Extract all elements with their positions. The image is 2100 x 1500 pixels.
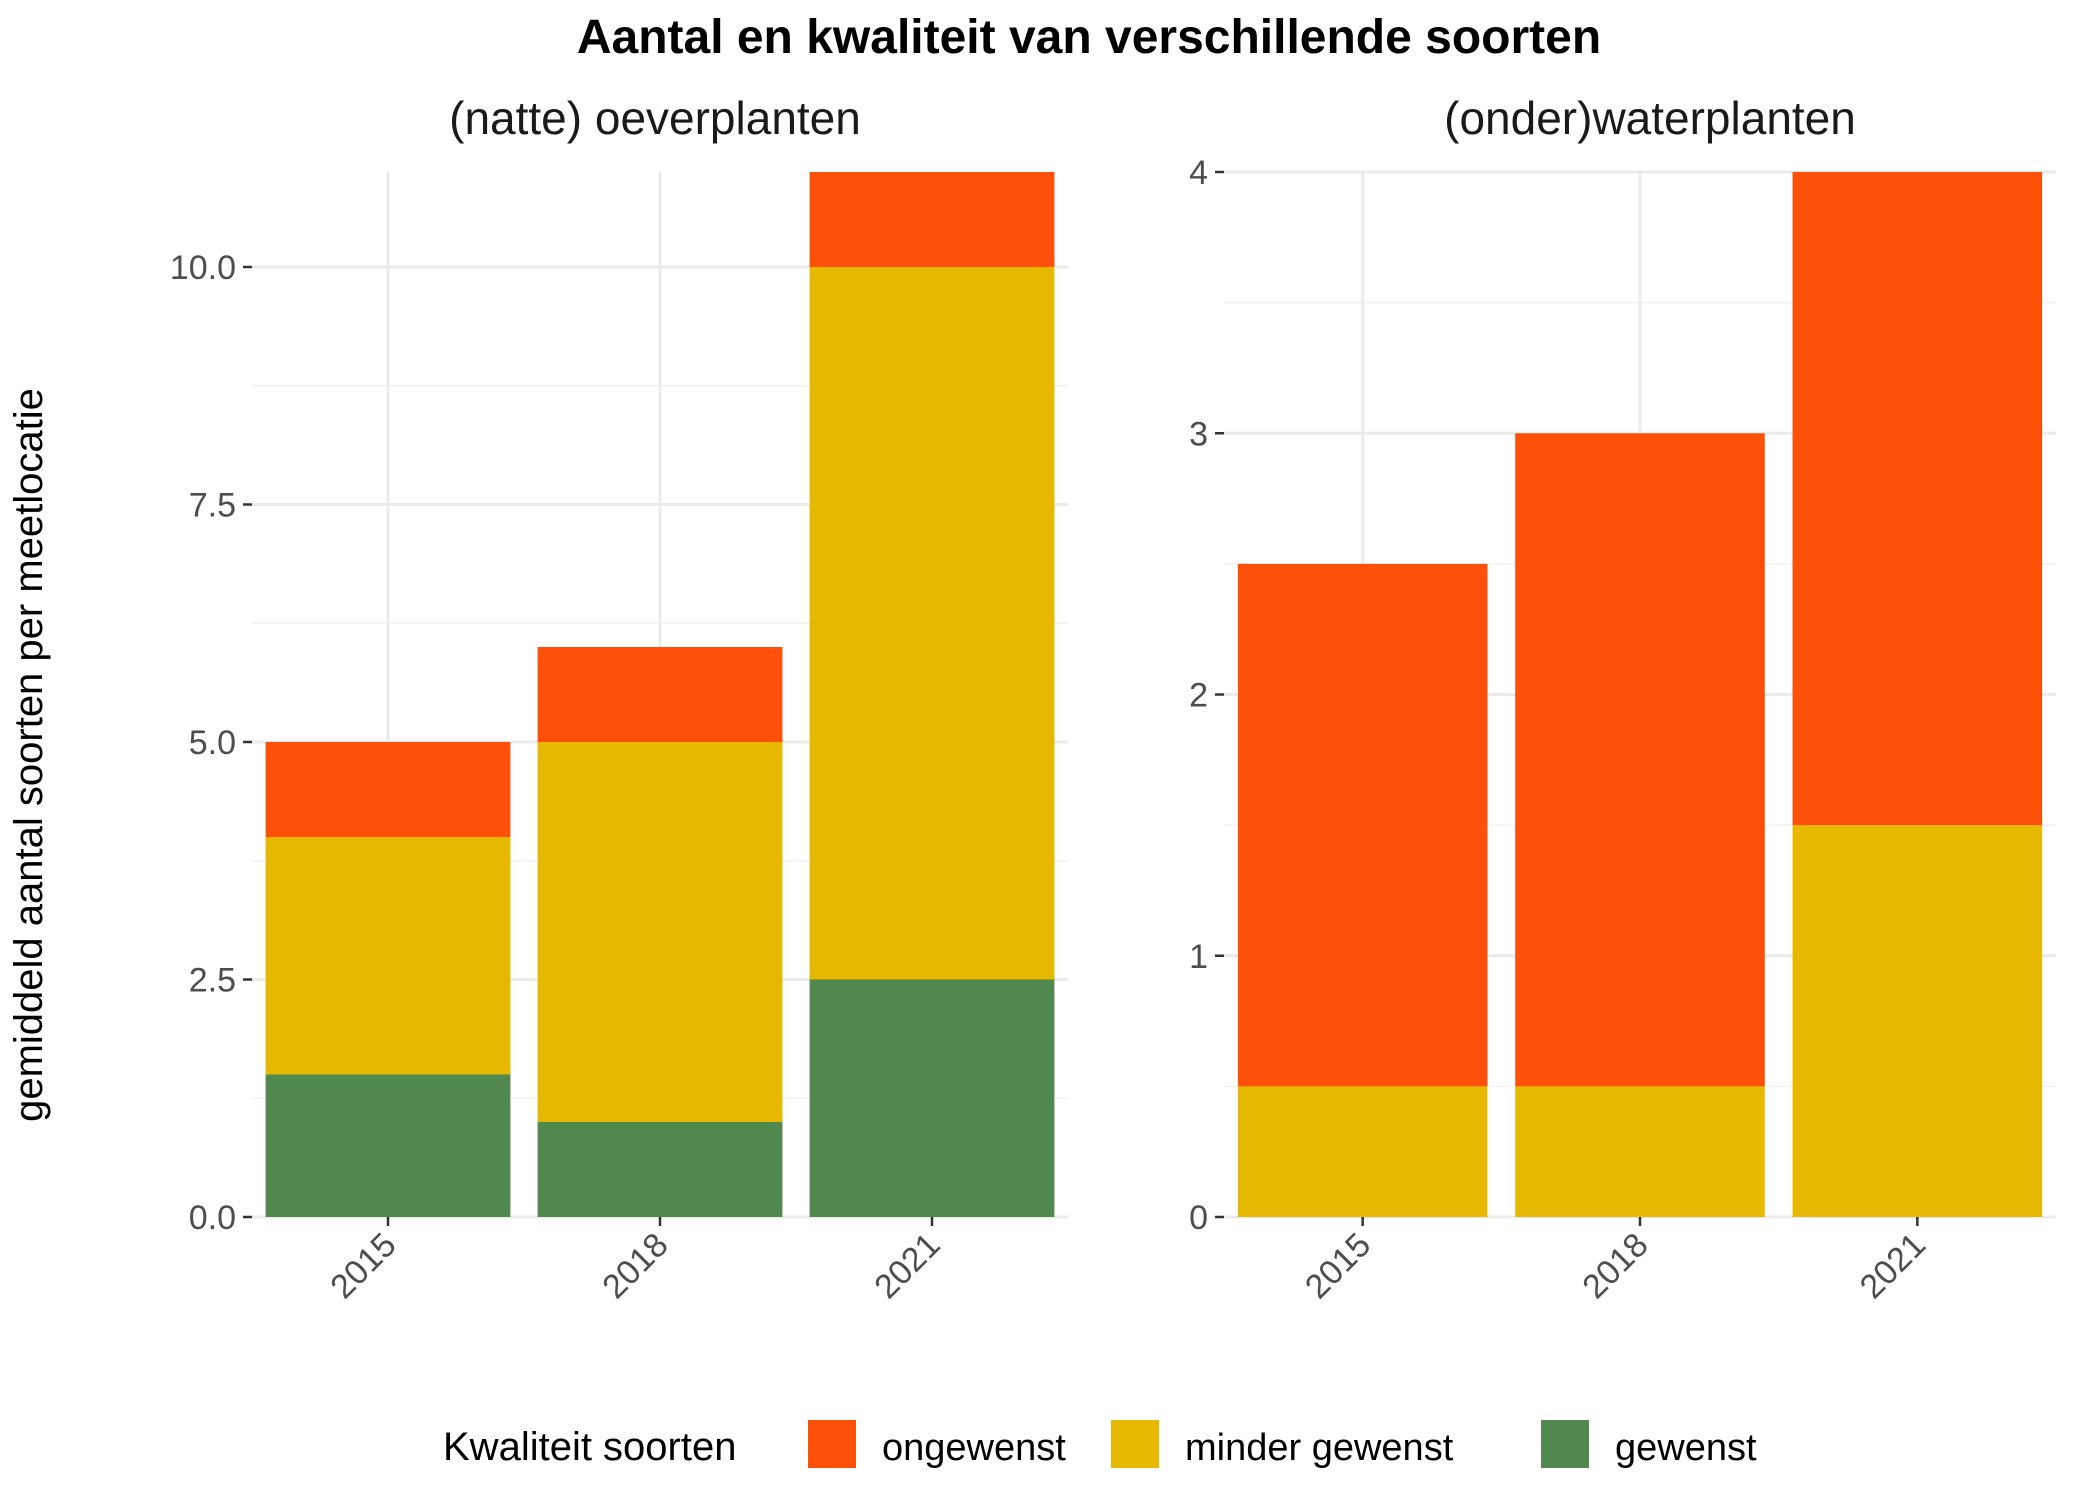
y-tick-label: 10.0: [170, 249, 236, 287]
bar-segment-ongewenst-2021: [1792, 172, 2043, 826]
bar-segment-minder-gewenst-2018: [537, 742, 783, 1122]
legend-key-minder-gewenst: [1111, 1420, 1159, 1468]
y-tick-label: 5.0: [189, 724, 236, 762]
chart-title: Aantal en kwaliteit van verschillende so…: [577, 11, 1601, 64]
panel-subtitle: (natte) oeverplanten: [449, 92, 861, 144]
bar-segment-minder-gewenst-2015: [1237, 1086, 1488, 1217]
legend-key-gewenst: [1541, 1420, 1589, 1468]
legend: Kwaliteit soorten ongewenst minder gewenst…: [443, 1420, 1757, 1469]
bar-segment-ongewenst-2015: [1237, 563, 1488, 1087]
panel-2: (onder)waterplanten 0 1 2 3 4 2015 2018 2021: [1189, 92, 2056, 1306]
y-tick-label: 0.0: [189, 1199, 236, 1237]
x-tick-label: 2021: [1853, 1226, 1933, 1306]
legend-key-ongewenst: [808, 1420, 856, 1468]
x-tick-label: 2021: [867, 1226, 947, 1306]
bar-segment-gewenst-2018: [537, 1122, 783, 1217]
panels: (natte) oeverplanten 0.0 2.5 5.0 7.5 10.0 2015…: [170, 92, 2056, 1306]
x-tick-label: 2015: [323, 1226, 403, 1306]
bar-segment-minder-gewenst-2015: [265, 837, 511, 1075]
bar-segment-ongewenst-2021: [809, 172, 1055, 267]
y-tick-label: 3: [1189, 415, 1208, 453]
legend-label: gewenst: [1615, 1427, 1757, 1469]
bar-segment-minder-gewenst-2021: [1792, 825, 2043, 1217]
bar-segment-minder-gewenst-2021: [809, 267, 1055, 980]
y-axis-label: gemiddeld aantal soorten per meetlocatie: [7, 388, 51, 1122]
x-tick-label: 2018: [595, 1226, 675, 1306]
bar-segment-gewenst-2021: [809, 979, 1055, 1217]
y-tick-label: 2: [1189, 677, 1208, 715]
panel-subtitle: (onder)waterplanten: [1444, 92, 1856, 144]
bar-segment-gewenst-2015: [265, 1074, 511, 1217]
y-tick-label: 7.5: [189, 487, 236, 525]
y-tick-label: 1: [1189, 938, 1208, 976]
x-tick-label: 2015: [1298, 1226, 1378, 1306]
x-tick-label: 2018: [1575, 1226, 1655, 1306]
y-tick-label: 2.5: [189, 962, 236, 1000]
bar-segment-ongewenst-2015: [265, 742, 511, 837]
y-tick-label: 4: [1189, 154, 1208, 192]
legend-label: minder gewenst: [1185, 1427, 1454, 1469]
bar-segment-ongewenst-2018: [537, 647, 783, 742]
bar-segment-ongewenst-2018: [1515, 433, 1765, 1087]
panel-1: (natte) oeverplanten 0.0 2.5 5.0 7.5 10.0 2015…: [170, 92, 1068, 1306]
bar-segment-minder-gewenst-2018: [1515, 1086, 1765, 1217]
y-tick-label: 0: [1189, 1199, 1208, 1237]
legend-label: ongewenst: [882, 1427, 1066, 1469]
legend-title: Kwaliteit soorten: [443, 1425, 736, 1469]
